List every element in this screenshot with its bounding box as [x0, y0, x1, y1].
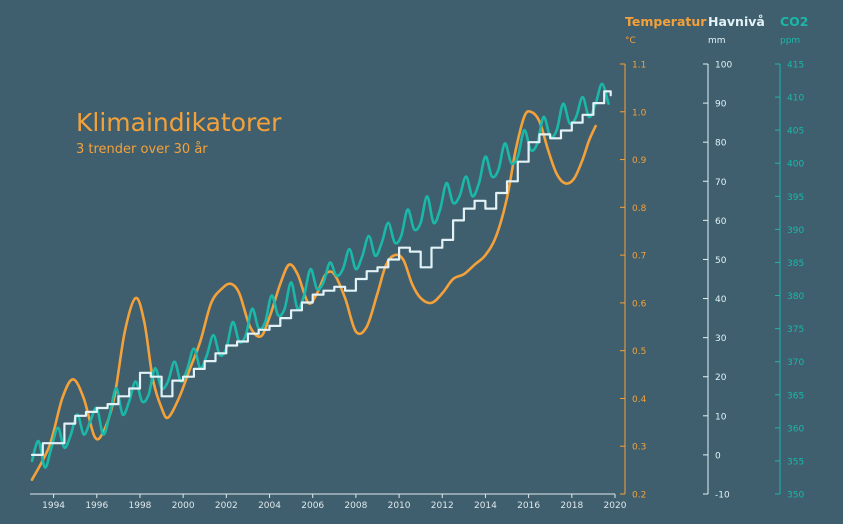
sea_level-tick-label: 100	[715, 61, 732, 71]
x-tick-label: 2002	[215, 501, 238, 511]
co2-tick-label: 400	[787, 160, 804, 170]
temperature-tick-label: 1.1	[632, 61, 646, 71]
temperature-axis-unit: °C	[625, 36, 636, 46]
sea_level-tick-label: 50	[715, 256, 727, 266]
x-tick-label: 1994	[42, 501, 65, 511]
co2-axis-title: CO2	[780, 14, 809, 29]
temperature-axis-title: Temperatur	[625, 14, 707, 29]
sea_level-tick-label: 20	[715, 373, 727, 383]
co2-tick-label: 405	[787, 127, 804, 137]
co2-tick-label: 385	[787, 259, 804, 269]
x-tick-label: 2020	[604, 501, 627, 511]
temperature-tick-label: 0.9	[632, 156, 647, 166]
sea_level-tick-label: -10	[715, 491, 730, 501]
x-tick-label: 2004	[258, 501, 281, 511]
sea_level-tick-label: 60	[715, 217, 727, 227]
x-tick-label: 2014	[474, 501, 497, 511]
sea_level-tick-label: 30	[715, 334, 727, 344]
co2-tick-label: 410	[787, 94, 804, 104]
co2-tick-label: 370	[787, 358, 804, 368]
temperature-tick-label: 0.8	[632, 204, 647, 214]
sea_level-tick-label: 80	[715, 139, 727, 149]
co2-tick-label: 395	[787, 193, 804, 203]
sea_level-axis-title: Havnivå	[708, 14, 765, 29]
temperature-tick-label: 0.6	[632, 299, 647, 309]
co2-tick-label: 350	[787, 491, 804, 501]
co2-axis-unit: ppm	[780, 36, 800, 46]
x-tick-label: 2016	[517, 501, 540, 511]
x-tick-label: 2006	[301, 501, 324, 511]
co2-series-line	[30, 82, 610, 469]
chart-title: Klimaindikatorer	[76, 108, 282, 137]
sea_level-tick-label: 70	[715, 178, 727, 188]
co2-tick-label: 375	[787, 325, 804, 335]
sea_level-axis-unit: mm	[708, 36, 726, 46]
chart-subtitle: 3 trender over 30 år	[76, 142, 208, 157]
x-tick-label: 2012	[431, 501, 454, 511]
co2-tick-label: 355	[787, 457, 804, 467]
sea_level-tick-label: 90	[715, 100, 727, 110]
sea_level-series-line	[30, 90, 612, 457]
co2-tick-label: 380	[787, 292, 804, 302]
co2-tick-label: 360	[787, 424, 804, 434]
temperature-tick-label: 0.4	[632, 395, 647, 405]
temperature-tick-label: 0.5	[632, 347, 646, 357]
temperature-tick-label: 0.2	[632, 491, 646, 501]
temperature-tick-label: 0.3	[632, 443, 646, 453]
x-tick-label: 1996	[85, 501, 108, 511]
temperature-tick-label: 1.0	[632, 108, 647, 118]
sea_level-tick-label: 40	[715, 295, 727, 305]
x-tick-label: 1998	[129, 501, 152, 511]
x-tick-label: 2018	[560, 501, 583, 511]
x-tick-label: 2008	[344, 501, 367, 511]
temperature-tick-label: 0.7	[632, 252, 646, 262]
x-tick-label: 2000	[172, 501, 195, 511]
x-tick-label: 2010	[388, 501, 411, 511]
co2-tick-label: 365	[787, 391, 804, 401]
sea_level-tick-label: 10	[715, 412, 727, 422]
co2-tick-label: 390	[787, 226, 804, 236]
co2-tick-label: 415	[787, 61, 804, 71]
sea_level-tick-label: 0	[715, 451, 721, 461]
